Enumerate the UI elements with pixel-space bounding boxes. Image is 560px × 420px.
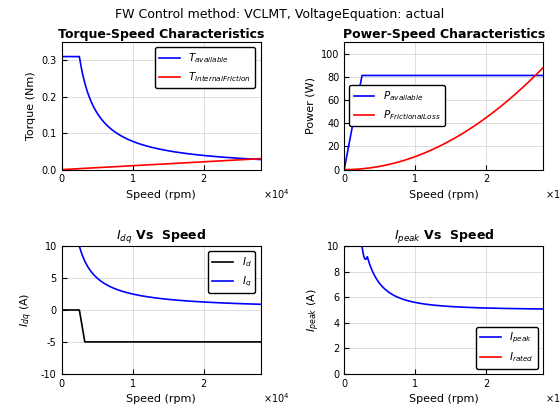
Title: Torque-Speed Characteristics: Torque-Speed Characteristics [58, 28, 264, 41]
Legend: $I_d$, $I_q$: $I_d$, $I_q$ [208, 252, 255, 293]
X-axis label: Speed (rpm): Speed (rpm) [409, 394, 479, 404]
Title: Power-Speed Characteristics: Power-Speed Characteristics [343, 28, 545, 41]
Y-axis label: Torque (Nm): Torque (Nm) [26, 71, 36, 140]
X-axis label: Speed (rpm): Speed (rpm) [126, 190, 196, 200]
Text: $\times10^{4}$: $\times10^{4}$ [263, 187, 290, 201]
X-axis label: Speed (rpm): Speed (rpm) [409, 190, 479, 200]
Legend: $T_{available}$, $T_{InternalFriction}$: $T_{available}$, $T_{InternalFriction}$ [155, 47, 255, 88]
Text: $\times10^{4}$: $\times10^{4}$ [545, 187, 560, 201]
Y-axis label: Power (W): Power (W) [305, 77, 315, 134]
Title: $I_{dq}$ Vs  Speed: $I_{dq}$ Vs Speed [116, 228, 206, 246]
Y-axis label: $I_{dq}$ (A): $I_{dq}$ (A) [19, 293, 35, 327]
Text: $\times10^{4}$: $\times10^{4}$ [545, 392, 560, 405]
Text: $\times10^{4}$: $\times10^{4}$ [263, 392, 290, 405]
Y-axis label: $I_{peak}$ (A): $I_{peak}$ (A) [305, 288, 321, 332]
Legend: $I_{peak}$, $I_{rated}$: $I_{peak}$, $I_{rated}$ [476, 327, 538, 369]
Text: FW Control method: VCLMT, VoltageEquation: actual: FW Control method: VCLMT, VoltageEquatio… [115, 8, 445, 21]
Title: $I_{peak}$ Vs  Speed: $I_{peak}$ Vs Speed [394, 228, 494, 246]
Legend: $P_{available}$, $P_{FrictionalLoss}$: $P_{available}$, $P_{FrictionalLoss}$ [349, 85, 445, 126]
X-axis label: Speed (rpm): Speed (rpm) [126, 394, 196, 404]
